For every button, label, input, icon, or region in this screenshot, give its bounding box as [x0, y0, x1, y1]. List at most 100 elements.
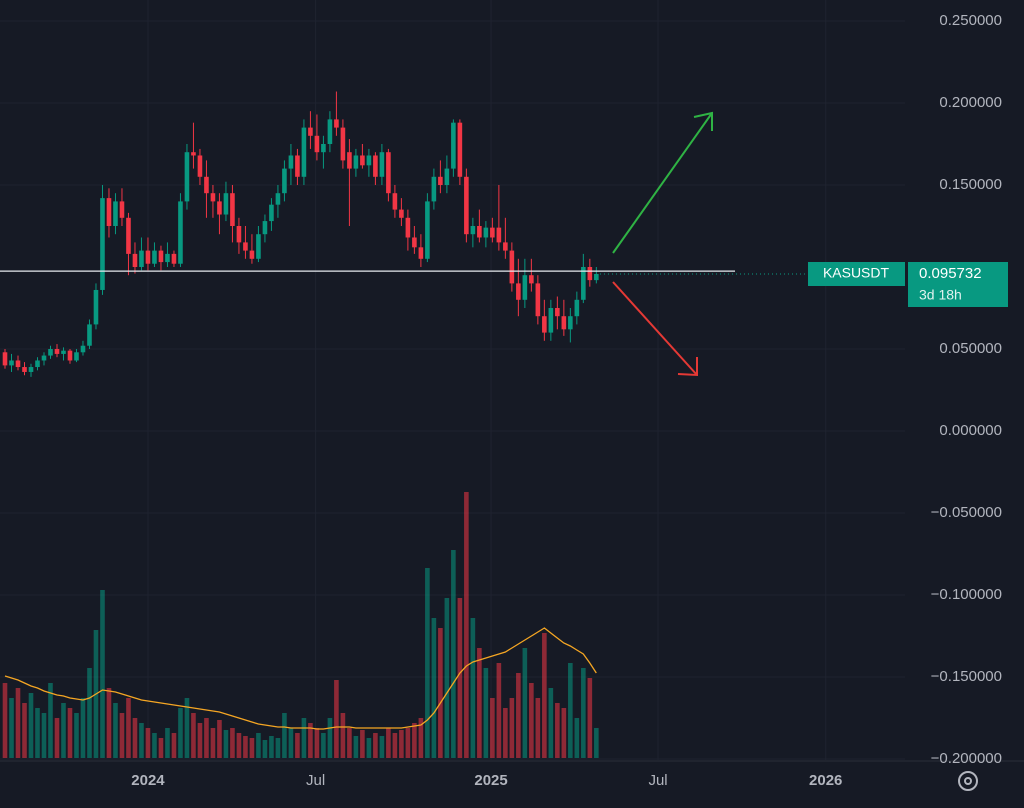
candle-body	[373, 155, 378, 177]
candle-body	[158, 250, 164, 263]
up-arrow	[612, 112, 713, 254]
symbol: KASUSDT	[823, 265, 890, 281]
volume-bar	[327, 718, 333, 758]
volume-bar	[249, 738, 255, 758]
candle-body	[93, 289, 99, 325]
volume-bar	[178, 708, 183, 758]
volume-bar	[35, 708, 40, 758]
candle-body	[230, 193, 235, 226]
last-price: 0.095732	[919, 265, 982, 282]
candle-body	[581, 267, 586, 300]
volume-bar	[54, 718, 60, 758]
volume-bar	[106, 688, 112, 758]
volume-bar	[223, 730, 229, 758]
candle-body	[548, 308, 554, 333]
volume-bar	[301, 718, 307, 758]
candle-body	[113, 201, 118, 226]
candle-body	[568, 316, 573, 330]
volume-bar	[15, 688, 21, 758]
volume-bar	[522, 648, 528, 758]
candle-body	[490, 227, 495, 238]
candle-body	[587, 267, 593, 281]
volume-bar	[145, 728, 151, 758]
candle-body	[561, 316, 567, 330]
candle-body	[522, 275, 528, 300]
candle-body	[165, 253, 170, 263]
x-tick-label: 2024	[131, 772, 165, 789]
candle-body	[308, 127, 313, 136]
volume-bar	[360, 730, 365, 758]
candle-body	[542, 316, 547, 333]
candle-body	[405, 217, 411, 238]
candle-body	[243, 242, 248, 251]
volume-bar	[347, 728, 352, 758]
candle-body	[360, 155, 365, 166]
candle-body	[236, 225, 242, 243]
candle-body	[100, 198, 105, 290]
volume-bar	[165, 728, 170, 758]
candle-body	[574, 299, 580, 317]
y-tick-label: 0.150000	[939, 176, 1002, 193]
candle-body	[269, 204, 274, 222]
volume-bar	[594, 728, 599, 758]
candle-body	[327, 119, 333, 144]
volume-bar	[152, 733, 157, 758]
candle-body	[529, 275, 534, 284]
volume-bar	[295, 733, 300, 758]
candle-body	[496, 227, 502, 243]
volume-bar	[490, 698, 495, 758]
candle-body	[132, 253, 138, 268]
y-tick-label: 0.000000	[939, 422, 1002, 439]
volume-bar	[366, 738, 372, 758]
volume-bar	[503, 708, 508, 758]
volume-bar	[418, 718, 424, 758]
volume-bar	[9, 698, 14, 758]
volume-ma-line	[4, 627, 597, 730]
candle-body	[87, 324, 92, 346]
volume-bar	[22, 703, 27, 758]
candle-body	[392, 193, 398, 210]
candle-body	[275, 193, 281, 205]
candle-body	[28, 367, 34, 372]
volume-bar	[210, 728, 216, 758]
symbol-badge	[808, 262, 905, 286]
volume-bar	[139, 723, 144, 758]
volume-bar	[399, 730, 404, 758]
volume-bar	[425, 568, 430, 758]
down-arrow-head	[677, 357, 698, 377]
y-tick-label: −0.200000	[931, 750, 1002, 767]
candle-body	[178, 201, 183, 264]
candle-body	[503, 242, 508, 251]
candle-body	[22, 367, 27, 372]
y-tick-label: 0.250000	[939, 12, 1002, 29]
candle-body	[262, 221, 268, 235]
volume-bar	[132, 718, 138, 758]
volume-bar	[184, 698, 190, 758]
y-tick-label: −0.100000	[931, 586, 1002, 603]
candle-body	[152, 250, 157, 264]
volume-bar	[548, 688, 554, 758]
volume-bar	[41, 713, 47, 758]
candle-body	[184, 152, 190, 202]
settings-icon[interactable]	[958, 771, 978, 791]
candle-body	[171, 253, 177, 264]
volume-bar	[217, 720, 222, 758]
candle-body	[457, 122, 463, 177]
candle-body	[412, 237, 417, 248]
candle-body	[67, 350, 73, 361]
candle-body	[301, 127, 307, 177]
volume-bar	[197, 723, 203, 758]
price-badge	[908, 262, 1008, 307]
volume-bar	[379, 736, 385, 758]
candle-body	[366, 155, 372, 166]
candle-body	[61, 350, 66, 354]
volume-bar	[535, 698, 541, 758]
volume-bar	[314, 728, 320, 758]
candle-body	[451, 122, 456, 169]
candle-body	[555, 308, 560, 317]
candle-body	[464, 176, 469, 235]
candle-body	[535, 283, 541, 317]
candle-body	[15, 360, 21, 368]
volume-bar	[288, 728, 294, 758]
